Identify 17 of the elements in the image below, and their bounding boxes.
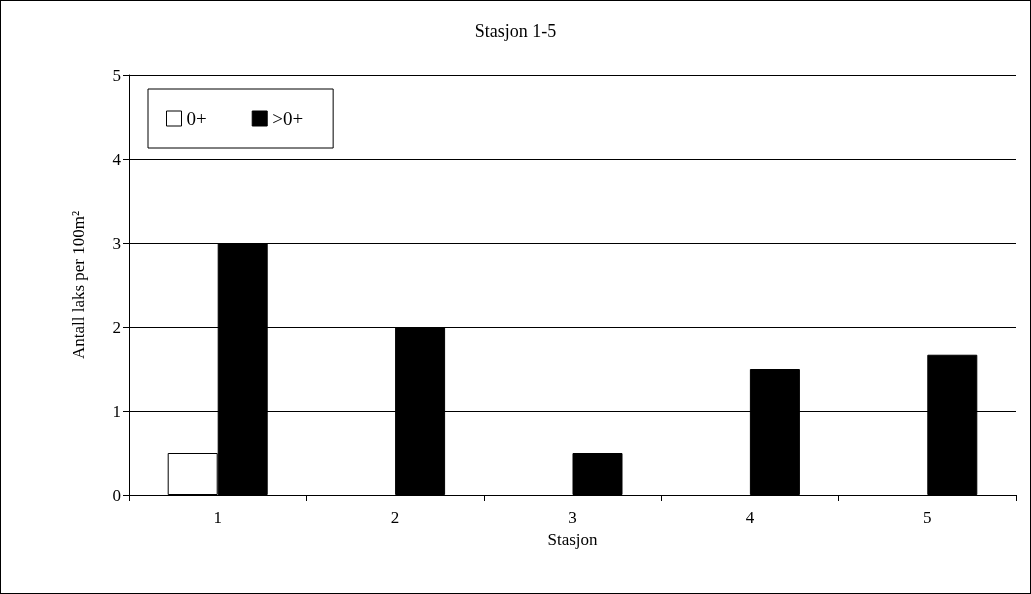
x-tick-label: 4 — [745, 508, 755, 527]
bar — [572, 453, 623, 495]
chart-title: Stasjon 1-5 — [474, 21, 557, 41]
x-tick-label: 2 — [390, 508, 400, 527]
y-tick-label: 0 — [112, 485, 121, 505]
y-tick-label: 3 — [112, 233, 121, 253]
y-tick-label: 2 — [112, 317, 121, 337]
y-tick-label: 1 — [112, 401, 121, 421]
x-tick-label: 3 — [568, 508, 577, 527]
x-axis-title: Stasjon — [547, 530, 599, 549]
x-tick-label: 5 — [923, 508, 932, 527]
x-tick-label: 1 — [213, 508, 222, 527]
y-axis-title: Antall laks per 100m² — [69, 210, 88, 360]
y-tick-label: 4 — [112, 149, 122, 169]
y-tick-label: 5 — [112, 65, 121, 85]
legend-label: >0+ — [272, 108, 304, 129]
legend-label: 0+ — [186, 108, 207, 129]
